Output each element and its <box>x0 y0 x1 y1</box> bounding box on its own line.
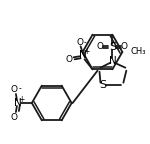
Text: O: O <box>97 42 104 51</box>
Text: O: O <box>65 55 72 64</box>
Text: O: O <box>76 38 83 47</box>
Text: +: + <box>19 94 25 104</box>
Text: S: S <box>99 80 106 90</box>
Text: O: O <box>121 42 128 51</box>
Text: -: - <box>18 85 21 93</box>
Text: N: N <box>109 56 116 66</box>
Text: +: + <box>83 47 90 56</box>
Text: S: S <box>109 42 116 52</box>
Text: O: O <box>11 85 17 93</box>
Text: N: N <box>14 98 22 108</box>
Text: O: O <box>11 112 17 122</box>
Text: N: N <box>79 50 86 60</box>
Text: -: - <box>83 38 86 47</box>
Text: CH₃: CH₃ <box>130 48 146 56</box>
